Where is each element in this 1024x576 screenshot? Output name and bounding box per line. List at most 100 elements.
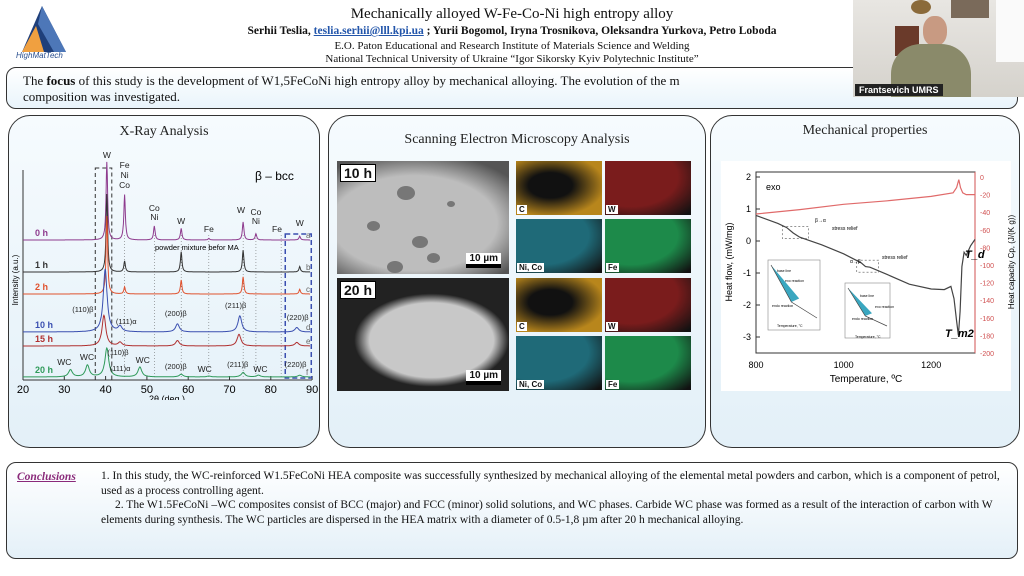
dsc-chart: 800 1000 1200 2 1 0 -1 -2 -3 0 -20 -40 -60 -80 -100 -12… [724, 171, 1016, 385]
inset-peak-area [771, 265, 800, 302]
y2-tick-label: -160 [980, 316, 994, 323]
eds-map-ni-co: Ni, Co [516, 219, 602, 273]
xrd-curve-15h [23, 314, 310, 347]
scale-bar: 10 µm [466, 370, 501, 385]
highmattech-logo [22, 6, 66, 52]
y2-tick-label: -120 [980, 281, 994, 288]
x-tick-label: 1000 [834, 360, 854, 370]
zoom-box [856, 259, 879, 273]
conclusion-1: 1. In this study, the WC-reinforced W1.5… [101, 470, 1000, 497]
xrd-curve-10h [23, 268, 310, 333]
wc-particle [447, 201, 455, 207]
peak-annotation: (220)β [285, 360, 308, 369]
peak-annotation: (211)β [227, 360, 249, 369]
inset-label: endo reaction [772, 304, 793, 308]
eds-element-label: Fe [606, 380, 620, 389]
peak-annotation: (200)β [165, 309, 188, 318]
institute-2: National Technical University of Ukraine… [325, 53, 699, 65]
x-tick-label: 70 [223, 384, 235, 396]
eds-map-w: W [605, 278, 691, 332]
peak-annotation: (200)β [165, 362, 188, 371]
curve-tag: e [306, 337, 311, 346]
peak-annotation: WC [57, 357, 71, 367]
sem-time-label: 20 h [340, 281, 377, 299]
eds-element-label: C [517, 205, 527, 214]
y2-tick-label: 0 [980, 175, 984, 182]
focus-text-rest: of this study is the development of W1,5… [75, 73, 680, 88]
xrd-curve-1h [23, 193, 311, 273]
peak-annotation: WC [198, 364, 212, 374]
series-label: 15 h [35, 334, 53, 344]
dsc-curve-cp [755, 179, 975, 215]
eds-element-label: W [606, 205, 618, 214]
series-label: 20 h [35, 365, 53, 375]
co-authors: ; Yurii Bogomol, Iryna Trosnikova, Oleks… [423, 25, 777, 37]
y2-tick-label: -40 [980, 210, 990, 217]
peak-annotation: (220)β [287, 313, 310, 322]
conclusion-2: 2. The W1.5FeCoNi –WC composites consist… [101, 499, 993, 526]
peak-annotation: (211)β [225, 301, 247, 310]
peak-annotation: Ni [150, 212, 158, 222]
wc-particle [412, 236, 428, 248]
xrd-chart: 20 30 40 50 60 70 80 90 2θ (deg.) Intensity (a.u.… [11, 150, 318, 400]
mechanical-title: Mechanical properties [802, 123, 928, 138]
xrd-panel: X-Ray Analysis [8, 115, 320, 448]
inset-label: exo reaction [875, 305, 894, 309]
sem-panel: Scanning Electron Microscopy Analysis 10… [328, 115, 706, 448]
curve-tag: b [306, 263, 311, 272]
focus-box: The focus of this study is the developme… [6, 67, 1018, 109]
sem-image-20h: 20 h 10 µm [337, 278, 509, 391]
y2-tick-label: -180 [980, 333, 994, 340]
peak-annotation: Co [250, 207, 261, 217]
screen [996, 0, 1024, 62]
peak-annotation: (111)α [116, 317, 137, 326]
inset-peak-area [848, 288, 872, 316]
note-text: powder mixture befor MA [155, 243, 239, 252]
email-link[interactable]: teslia.serhii@lll.kpi.ua [313, 25, 424, 37]
w-peak-box [94, 167, 113, 381]
y2-tick-label: -80 [980, 245, 990, 252]
x-tick-label: 40 [99, 384, 111, 396]
peak-annotation: (110)β [107, 348, 129, 357]
y-tick-label: 1 [746, 204, 751, 214]
conclusions-box: Conclusions 1. In this study, the WC-rei… [6, 462, 1018, 559]
x-tick-label: 30 [58, 384, 70, 396]
webcam-video [853, 0, 1024, 97]
dsc-annotation: α→β [850, 259, 861, 265]
inset-label: Temperature, °C [855, 335, 881, 339]
sem-image-10h: 10 h 10 µm [337, 161, 509, 274]
series-label: 1 h [35, 260, 48, 270]
eds-element-label: Fe [606, 263, 620, 272]
curve-tag: f [306, 368, 309, 377]
y-axis-label: Intensity (a.u.) [11, 254, 20, 305]
peak-annotation: Co [149, 203, 160, 213]
peak-annotation: Co [119, 180, 130, 190]
curve-tag: a [306, 231, 311, 240]
speaker-head [923, 16, 947, 46]
peak-annotation: Ni [121, 170, 129, 180]
eds-map-fe: Fe [605, 336, 691, 390]
series-label: 0 h [35, 228, 48, 238]
exo-label: exo [766, 182, 781, 192]
participant-name: Frantsevich UMRS [855, 84, 943, 96]
sem-time-label: 10 h [340, 164, 377, 182]
eds-map-c: C [516, 278, 602, 332]
xrd-curve-20h [23, 346, 310, 378]
scale-bar: 10 µm [466, 253, 501, 268]
series-label: 10 h [35, 320, 53, 330]
inset-curve [847, 287, 888, 327]
first-author: Serhii Teslia, [247, 25, 314, 37]
y-tick-label: -1 [743, 268, 751, 278]
curve-tag: d [306, 323, 310, 332]
series-label: 2 h [35, 282, 48, 292]
peak-annotation: W [237, 205, 245, 215]
y2-tick-label: -100 [980, 263, 994, 270]
peak-annotation: WC [253, 364, 267, 374]
xrd-curve-2h [23, 215, 310, 295]
peak-annotation: (111)α [110, 364, 131, 373]
xrd-curve-0h [23, 161, 310, 241]
authors: Serhii Teslia, teslia.serhii@lll.kpi.ua … [0, 25, 1024, 37]
peak-annotation: W [296, 218, 304, 228]
x-tick-label: 800 [748, 360, 763, 370]
y-axis-label: Heat flow, (mW/mg) [724, 222, 734, 301]
